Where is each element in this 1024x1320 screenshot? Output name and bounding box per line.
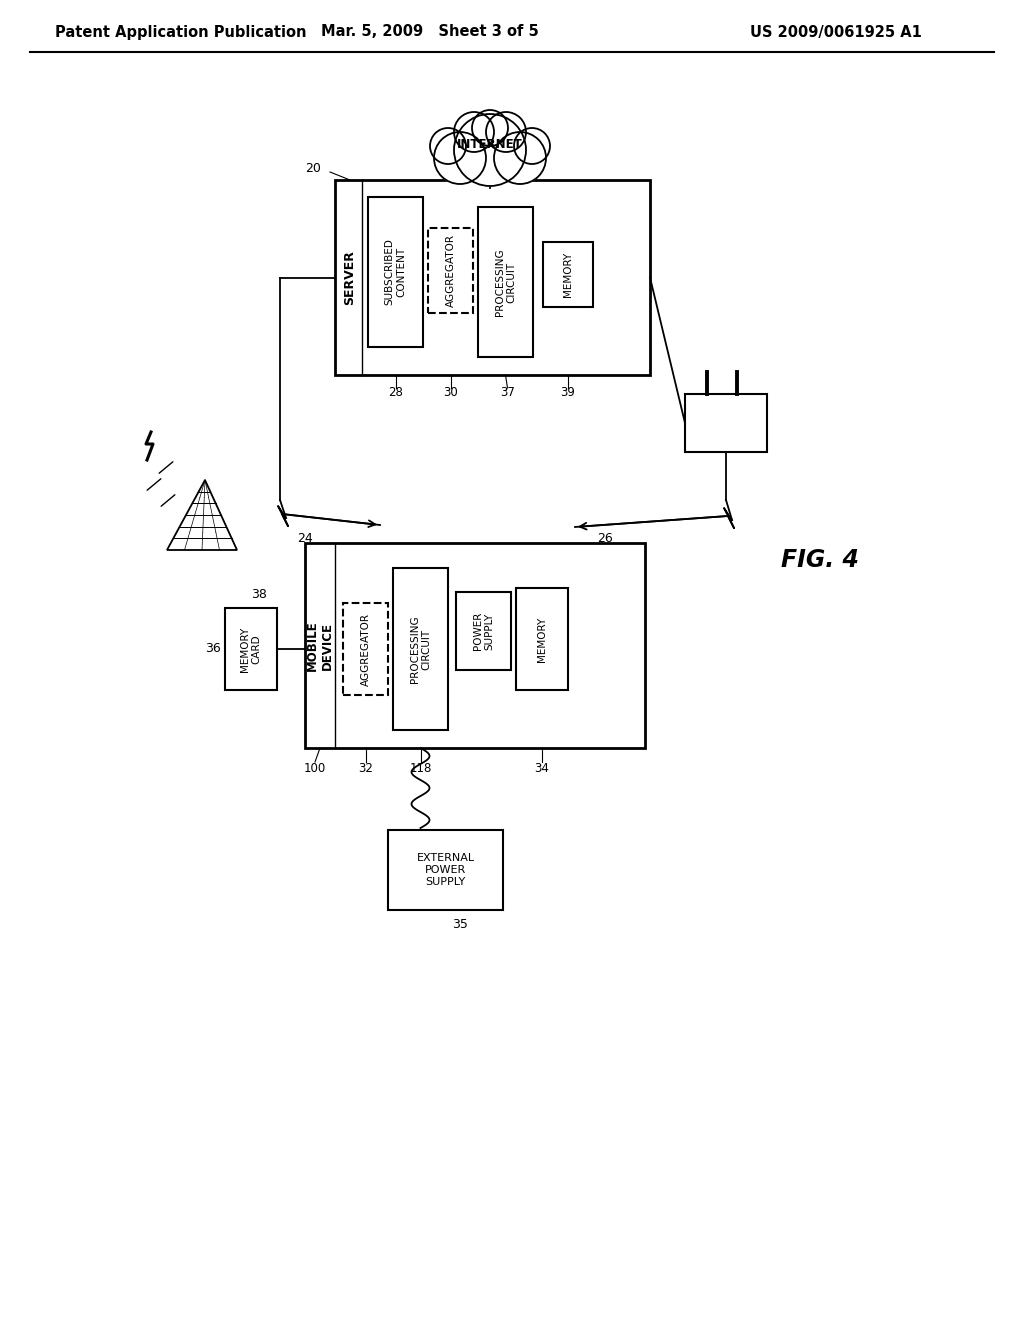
Text: PROCESSING
CIRCUIT: PROCESSING CIRCUIT bbox=[495, 248, 516, 315]
Text: 37: 37 bbox=[500, 387, 515, 400]
Text: 36: 36 bbox=[205, 643, 221, 656]
Bar bbox=[335, 180, 650, 375]
Text: Mar. 5, 2009   Sheet 3 of 5: Mar. 5, 2009 Sheet 3 of 5 bbox=[322, 25, 539, 40]
Text: AGGREGATOR: AGGREGATOR bbox=[360, 612, 371, 685]
Text: Patent Application Publication: Patent Application Publication bbox=[55, 25, 306, 40]
Text: 39: 39 bbox=[560, 387, 575, 400]
Text: SERVER: SERVER bbox=[343, 249, 356, 305]
Circle shape bbox=[486, 112, 526, 152]
Text: FIG. 4: FIG. 4 bbox=[781, 548, 859, 572]
Text: 34: 34 bbox=[535, 762, 550, 775]
Text: EXTERNAL
POWER
SUPPLY: EXTERNAL POWER SUPPLY bbox=[417, 854, 474, 887]
Bar bbox=[225, 609, 278, 690]
Text: 26: 26 bbox=[597, 532, 613, 544]
Circle shape bbox=[472, 110, 508, 147]
Text: 28: 28 bbox=[388, 387, 402, 400]
Text: MOBILE
DEVICE: MOBILE DEVICE bbox=[306, 620, 334, 671]
Text: AGGREGATOR: AGGREGATOR bbox=[445, 234, 456, 308]
Text: 20: 20 bbox=[305, 161, 321, 174]
Bar bbox=[685, 393, 767, 451]
Bar bbox=[343, 603, 388, 696]
Text: 38: 38 bbox=[251, 587, 267, 601]
Text: 100: 100 bbox=[304, 762, 326, 775]
Bar bbox=[305, 543, 645, 748]
Bar bbox=[368, 197, 423, 347]
Circle shape bbox=[430, 128, 466, 164]
Circle shape bbox=[494, 132, 546, 183]
Text: INTERNET: INTERNET bbox=[457, 137, 523, 150]
Text: 35: 35 bbox=[453, 917, 468, 931]
Text: SUBSCRIBED
CONTENT: SUBSCRIBED CONTENT bbox=[385, 239, 407, 305]
Text: MEMORY: MEMORY bbox=[537, 616, 547, 661]
Circle shape bbox=[454, 114, 526, 186]
Circle shape bbox=[434, 132, 486, 183]
Bar bbox=[478, 207, 534, 356]
Text: 24: 24 bbox=[297, 532, 313, 544]
Text: 32: 32 bbox=[358, 762, 373, 775]
Text: US 2009/0061925 A1: US 2009/0061925 A1 bbox=[750, 25, 922, 40]
Text: PROCESSING
CIRCUIT: PROCESSING CIRCUIT bbox=[410, 615, 431, 682]
Text: MEMORY: MEMORY bbox=[563, 252, 573, 297]
Bar bbox=[393, 568, 449, 730]
Bar bbox=[428, 228, 473, 313]
Bar bbox=[543, 242, 593, 308]
Bar bbox=[388, 830, 503, 909]
Text: 30: 30 bbox=[443, 387, 458, 400]
Circle shape bbox=[514, 128, 550, 164]
Text: 118: 118 bbox=[410, 762, 432, 775]
Text: POWER
SUPPLY: POWER SUPPLY bbox=[473, 611, 495, 651]
Text: MEMORY
CARD: MEMORY CARD bbox=[241, 627, 262, 672]
Bar bbox=[456, 591, 511, 671]
Circle shape bbox=[454, 112, 494, 152]
Bar bbox=[516, 587, 568, 690]
